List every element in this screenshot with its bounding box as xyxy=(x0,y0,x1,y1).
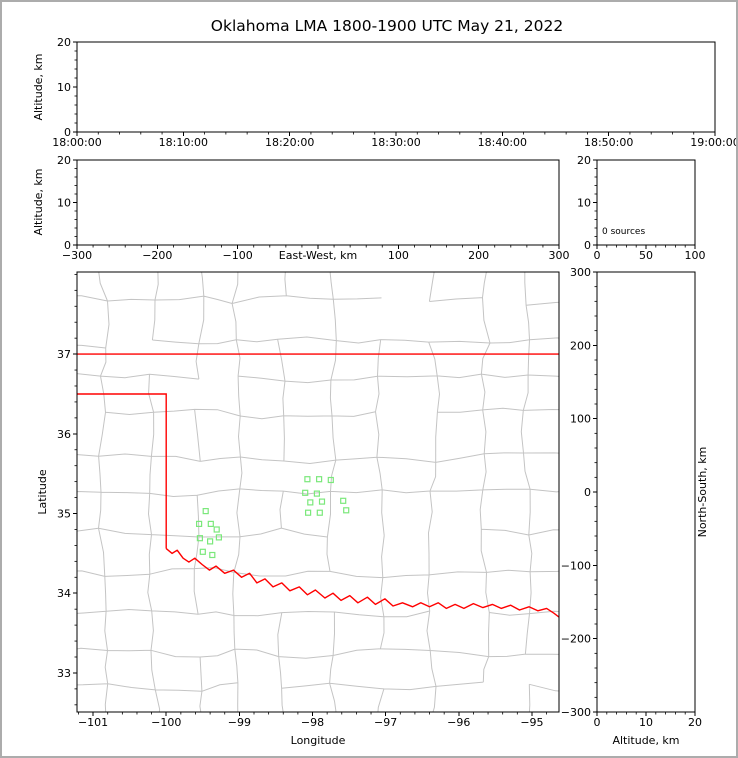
y-tick-label: −200 xyxy=(561,633,591,646)
y-tick-label: 0 xyxy=(584,486,591,499)
ew-panel-xlabel: East-West, km xyxy=(279,249,357,262)
ns-x-axis: 0 10 20 xyxy=(594,712,702,729)
y-tick-label: 20 xyxy=(57,154,71,167)
x-tick-label: 19:00:00 xyxy=(690,136,738,149)
y-tick-label: 33 xyxy=(57,667,71,680)
county-boundaries xyxy=(77,272,559,712)
x-tick-label: 18:00:00 xyxy=(52,136,101,149)
axes-layer: 18:00:00 18:10:00 18:20:00 18:30:00 18:40:00… xyxy=(52,36,738,729)
histogram-x-axis: 0 50 100 xyxy=(594,245,706,262)
lma-station-marker xyxy=(327,476,334,484)
y-tick-label: 0 xyxy=(64,239,71,252)
source-count-annotation: 0 sources xyxy=(602,227,645,237)
y-tick-label: 35 xyxy=(57,508,71,521)
x-tick-label: 18:20:00 xyxy=(265,136,314,149)
time-panel-frame xyxy=(76,41,716,133)
map-panel-frame xyxy=(76,271,560,713)
lma-station-marker xyxy=(340,497,347,504)
y-tick-label: −300 xyxy=(561,706,591,719)
x-tick-label: 18:30:00 xyxy=(371,136,420,149)
map-content-layer xyxy=(77,272,559,712)
red-river-border xyxy=(165,548,559,618)
y-tick-label: 20 xyxy=(577,154,591,167)
y-tick-label: 20 xyxy=(57,36,71,49)
y-tick-label: 37 xyxy=(57,348,71,361)
lma-station-marker xyxy=(215,534,222,541)
ew-x-axis: −300 −200 −100 100 200 300 xyxy=(62,245,570,262)
x-tick-label: −95 xyxy=(520,716,543,729)
y-tick-label: 200 xyxy=(570,339,591,352)
x-tick-label: 10 xyxy=(639,716,653,729)
y-tick-label: 300 xyxy=(570,266,591,279)
x-tick-label: 200 xyxy=(468,249,489,262)
lma-station-marker xyxy=(307,499,314,506)
x-tick-label: −200 xyxy=(142,249,172,262)
lma-station-marker xyxy=(213,526,220,533)
figure-title: Oklahoma LMA 1800-1900 UTC May 21, 2022 xyxy=(211,17,563,35)
lma-station-marker xyxy=(305,509,312,516)
y-tick-label: 100 xyxy=(570,413,591,426)
x-tick-label: 18:50:00 xyxy=(584,136,633,149)
time-panel-ylabel: Altitude, km xyxy=(32,53,45,120)
lma-station-marker xyxy=(199,548,206,555)
ns-panel-xlabel: Altitude, km xyxy=(612,734,679,747)
y-tick-label: 34 xyxy=(57,587,71,600)
x-tick-label: 20 xyxy=(688,716,702,729)
x-tick-label: −97 xyxy=(374,716,397,729)
lma-station-marker xyxy=(196,520,203,528)
map-ylabel: Latitude xyxy=(36,469,49,515)
x-tick-label: 100 xyxy=(388,249,409,262)
x-tick-label: 18:40:00 xyxy=(478,136,527,149)
x-tick-label: −100 xyxy=(151,716,181,729)
lma-station-marker xyxy=(316,509,323,516)
ew-panel-frame xyxy=(76,159,560,246)
lma-station-marker xyxy=(313,490,320,497)
map-xlabel: Longitude xyxy=(291,734,346,747)
x-tick-label: 0 xyxy=(594,249,601,262)
lma-station-marker xyxy=(316,476,323,483)
x-tick-label: 300 xyxy=(549,249,570,262)
ns-y-axis: −300 −200 −100 0 100 200 300 xyxy=(561,266,597,719)
lma-station-marker xyxy=(209,551,216,559)
lma-station-marker xyxy=(207,538,214,545)
x-tick-label: 0 xyxy=(594,716,601,729)
y-tick-label: 10 xyxy=(57,197,71,210)
x-tick-label: 18:10:00 xyxy=(159,136,208,149)
y-tick-label: 10 xyxy=(577,197,591,210)
y-tick-label: 36 xyxy=(57,428,71,441)
lma-station-marker xyxy=(343,507,350,514)
y-tick-label: −100 xyxy=(561,559,591,572)
x-tick-label: −101 xyxy=(78,716,108,729)
ns-panel-ylabel: North-South, km xyxy=(696,447,709,538)
x-tick-label: −99 xyxy=(228,716,251,729)
ew-panel-ylabel: Altitude, km xyxy=(32,168,45,235)
time-x-axis: 18:00:00 18:10:00 18:20:00 18:30:00 18:40:00… xyxy=(52,132,738,149)
ns-panel-frame xyxy=(596,271,696,713)
x-tick-label: 100 xyxy=(685,249,706,262)
x-tick-label: −100 xyxy=(223,249,253,262)
time-y-axis: 0 10 20 xyxy=(57,36,77,139)
lma-stations-layer xyxy=(196,476,350,559)
lma-station-marker xyxy=(302,489,309,496)
oklahoma-panhandle-border xyxy=(77,393,167,549)
histogram-y-axis: 0 10 20 xyxy=(577,154,597,252)
map-x-axis: −101 −100 −99 −98 −97 −96 −95 xyxy=(78,712,547,729)
y-tick-label: 10 xyxy=(57,81,71,94)
lma-station-marker xyxy=(207,520,214,528)
x-tick-label: −300 xyxy=(62,249,92,262)
y-tick-label: 0 xyxy=(584,239,591,252)
x-tick-label: −96 xyxy=(447,716,470,729)
lma-station-marker xyxy=(202,508,209,515)
y-tick-label: 0 xyxy=(64,126,71,139)
map-y-axis: 33 34 35 36 37 xyxy=(57,273,77,706)
lma-station-marker xyxy=(196,535,203,542)
ew-y-axis: 0 10 20 xyxy=(57,154,77,252)
x-tick-label: 50 xyxy=(639,249,653,262)
lma-station-marker xyxy=(318,498,326,505)
x-tick-label: −98 xyxy=(301,716,324,729)
lma-station-marker xyxy=(304,476,311,483)
